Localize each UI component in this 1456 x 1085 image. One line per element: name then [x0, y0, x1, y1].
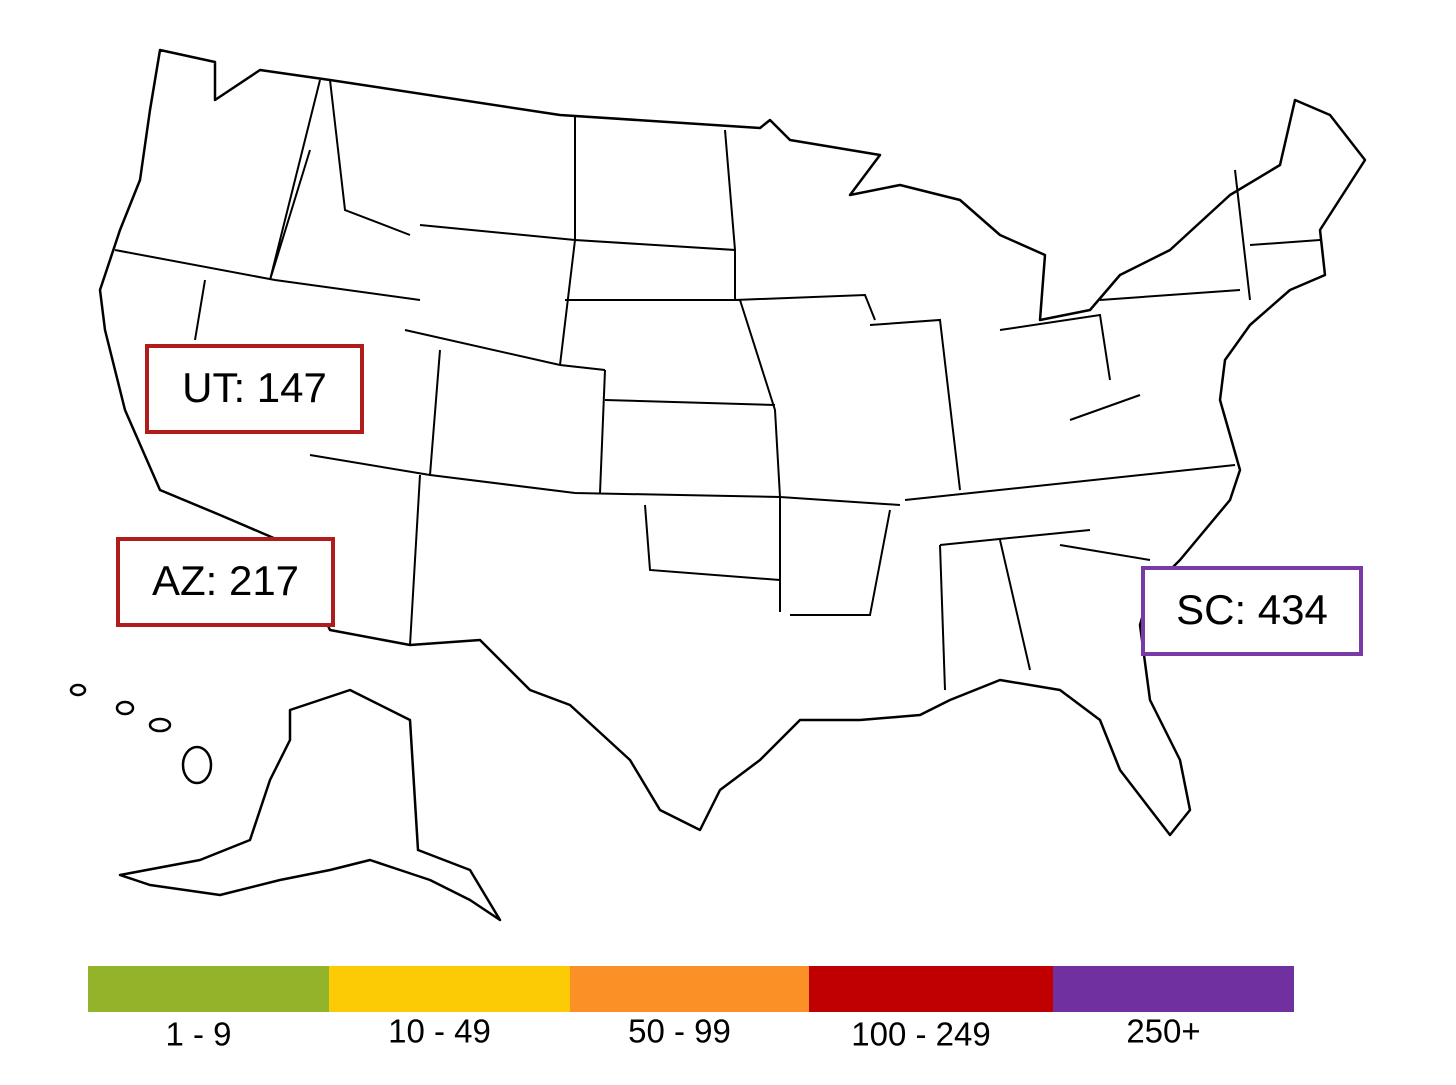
legend-label: 250+ [1126, 1013, 1200, 1050]
legend-swatch [809, 966, 1053, 1012]
annotation-label: UT: 147 [182, 364, 327, 411]
hawaii-island [181, 745, 213, 785]
legend-swatch [1053, 966, 1294, 1012]
annotation-box [1141, 566, 1363, 656]
legend-label: 100 - 249 [851, 1016, 990, 1053]
hawaii-island [148, 717, 172, 733]
hawaii-island [115, 700, 135, 716]
annotation-label: SC: 434 [1176, 586, 1328, 633]
annotation-box [116, 537, 335, 627]
annotation-box [145, 344, 364, 434]
legend-label: 50 - 99 [628, 1013, 731, 1050]
legend-swatch [570, 966, 809, 1012]
legend-swatch [88, 966, 329, 1012]
hawaii-island [69, 683, 87, 697]
us-map [69, 48, 1367, 922]
annotation-label: AZ: 217 [152, 557, 299, 604]
legend-label: 10 - 49 [388, 1013, 491, 1050]
legend-swatch [329, 966, 570, 1012]
state-lines [114, 79, 1321, 691]
legend-label: 1 - 9 [165, 1016, 231, 1053]
alaska-outline [118, 688, 502, 922]
